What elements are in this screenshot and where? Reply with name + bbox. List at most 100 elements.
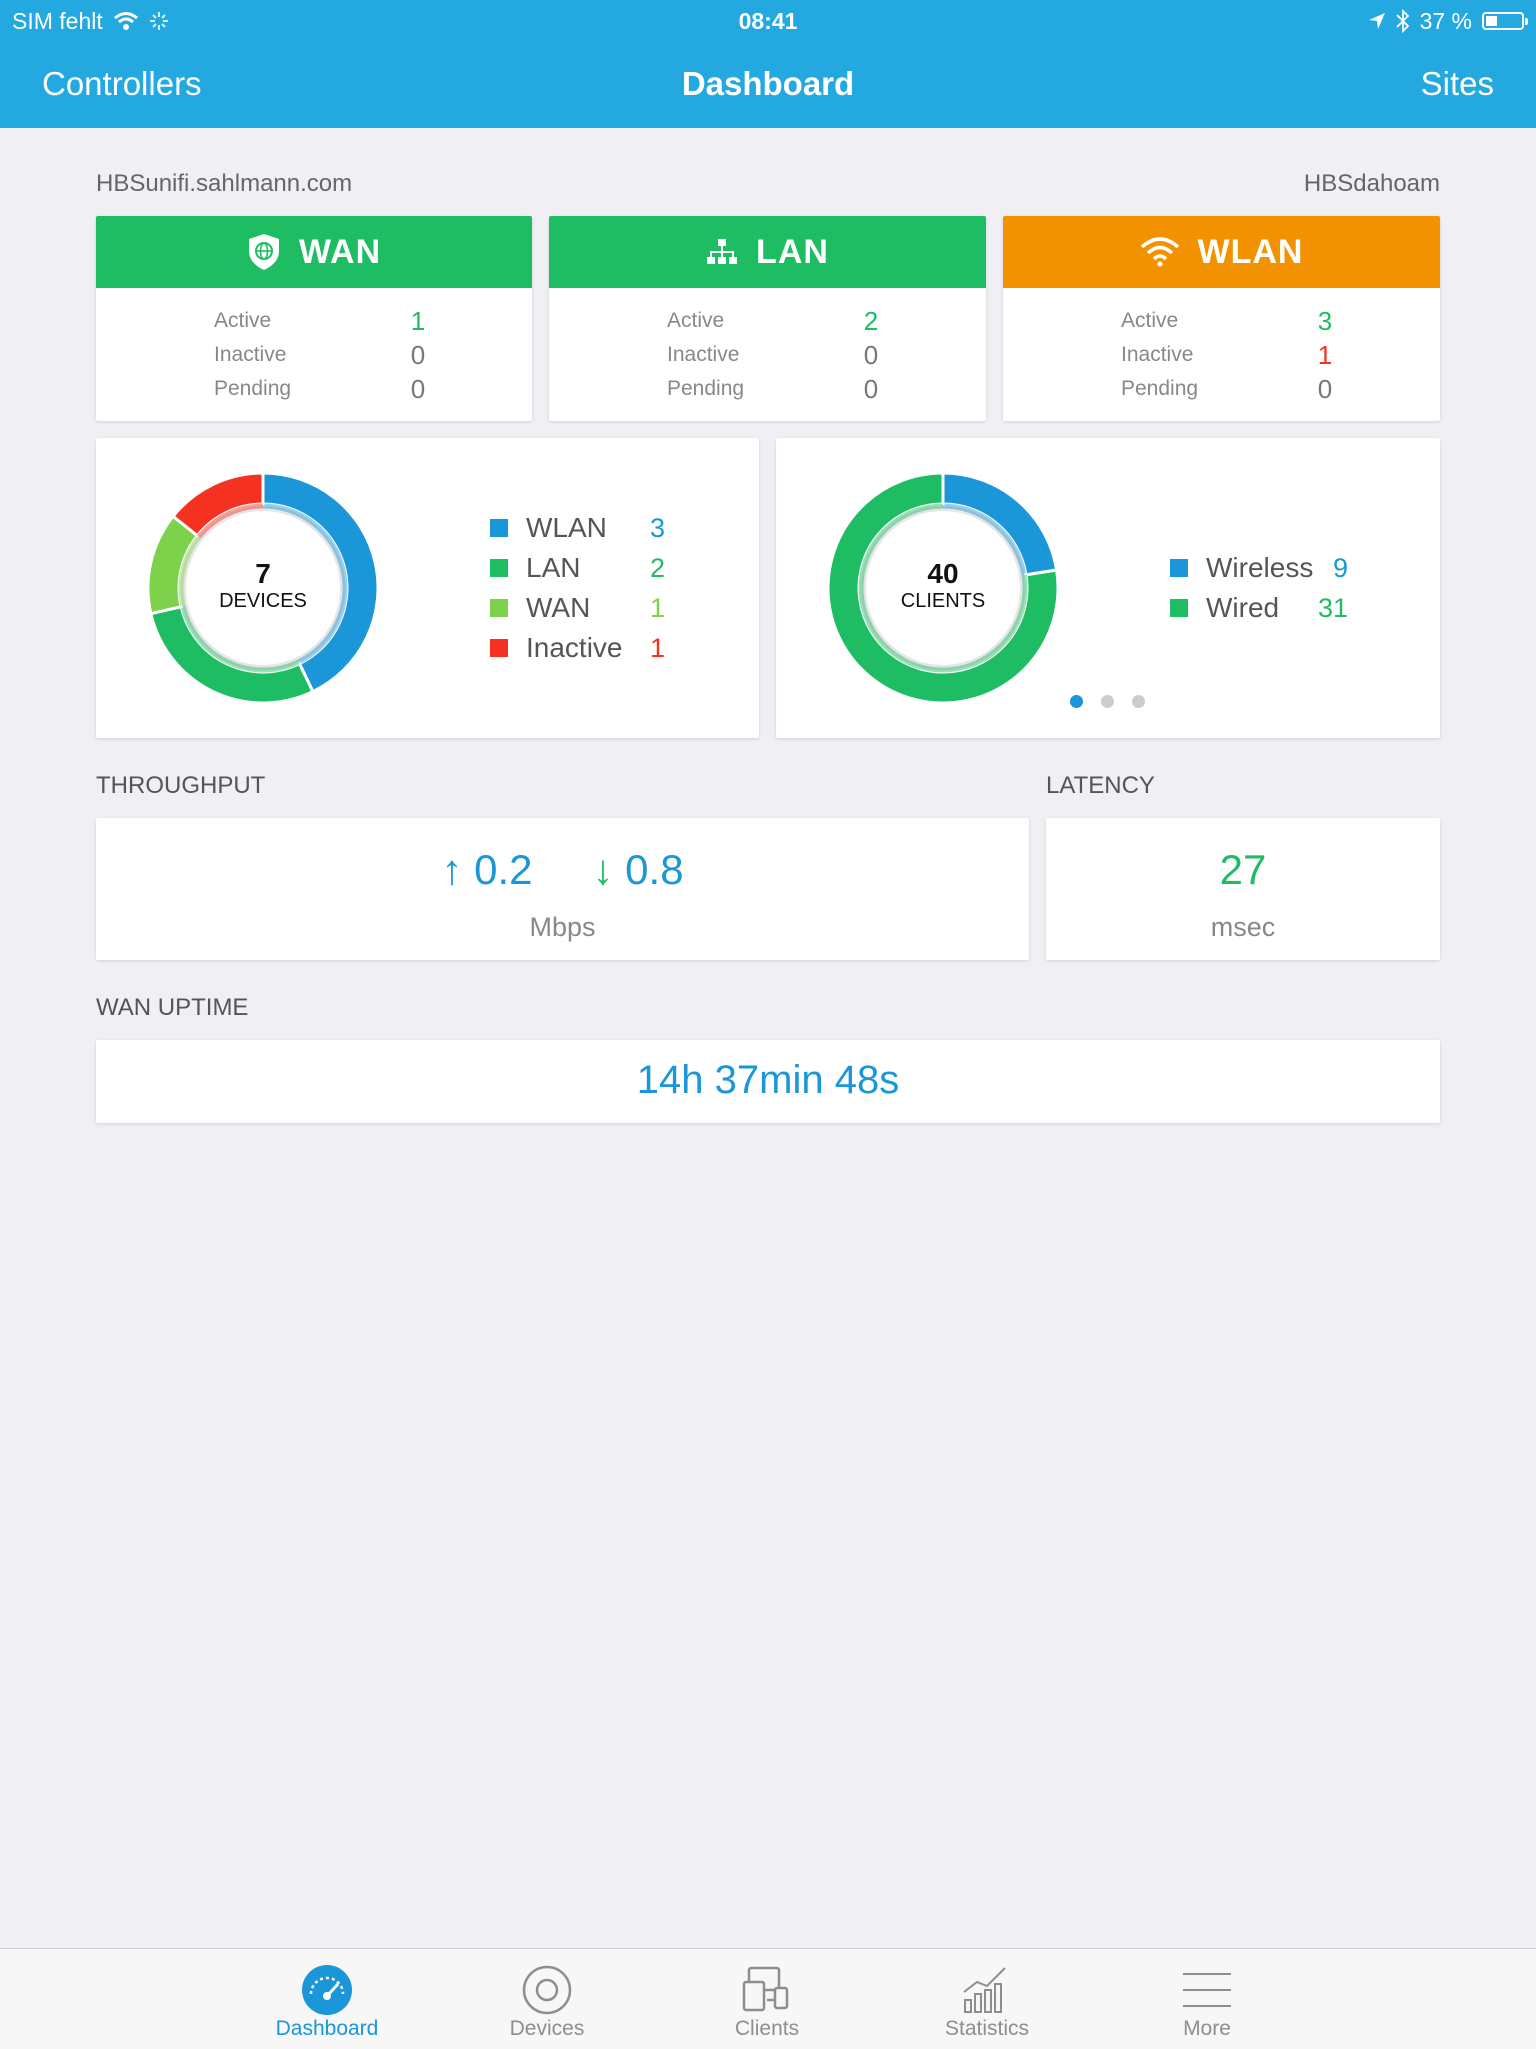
uptime-heading: WAN UPTIME xyxy=(96,994,249,1021)
legend-swatch xyxy=(490,559,508,577)
legend-item-wireless: Wireless 9 xyxy=(1170,548,1348,588)
device-circle-icon xyxy=(522,1965,572,2015)
devices-legend: WLAN 3 LAN 2 WAN 1 Inactive 1 xyxy=(490,508,665,668)
row-label: Active xyxy=(214,309,272,332)
legend-name: Wired xyxy=(1206,592,1280,623)
latency-unit: msec xyxy=(1210,912,1276,942)
location-arrow-icon xyxy=(1368,13,1385,29)
clients-card[interactable]: 40 CLIENTS Wireless 9 Wired 31 xyxy=(776,438,1440,738)
throughput-heading: THROUGHPUT xyxy=(96,772,266,799)
row-label: Active xyxy=(667,309,725,332)
down-arrow-icon: ↓ xyxy=(592,846,614,893)
uptime-card[interactable]: 14h 37min 48s xyxy=(96,1040,1440,1123)
tab-clients[interactable]: Clients xyxy=(692,1963,842,2041)
devices-slice-lan xyxy=(149,604,315,705)
lan-card-header: LAN xyxy=(549,216,986,288)
battery-icon xyxy=(1482,12,1528,30)
legend-value: 1 xyxy=(650,592,666,623)
tab-bar: Dashboard Devices Clients xyxy=(0,1948,1536,2049)
legend-item-inactive: Inactive 1 xyxy=(490,628,665,668)
legend-value: 3 xyxy=(650,512,666,543)
row-label: Inactive xyxy=(1121,343,1194,366)
statistics-chart-icon xyxy=(963,1967,1006,2013)
uptime-value: 14h 37min 48s xyxy=(636,1058,900,1102)
page-dot-2[interactable] xyxy=(1101,695,1114,708)
legend-value: 31 xyxy=(1317,592,1348,623)
row-value: 3 xyxy=(1317,305,1333,336)
latency-card[interactable]: 27 msec xyxy=(1046,818,1440,960)
bluetooth-icon xyxy=(1395,9,1409,33)
sites-button[interactable]: Sites xyxy=(1420,65,1494,102)
row-label: Inactive xyxy=(667,343,740,366)
tab-devices[interactable]: Devices xyxy=(472,1963,622,2041)
devices-band-wan xyxy=(178,535,201,607)
tab-statistics[interactable]: Statistics xyxy=(912,1963,1062,2041)
wifi-icon xyxy=(1140,237,1179,267)
row-value: 2 xyxy=(863,305,879,336)
legend-swatch xyxy=(1170,599,1188,617)
wifi-status-icon xyxy=(113,12,138,30)
clients-slice-wired xyxy=(826,471,1060,705)
devices-slice-wlan xyxy=(261,471,380,694)
lan-card-title: LAN xyxy=(756,232,829,271)
wlan-active-row: Active 3 xyxy=(1003,304,1440,338)
legend-item-wan: WAN 1 xyxy=(490,588,665,628)
controllers-button[interactable]: Controllers xyxy=(42,65,202,102)
clients-band-wired xyxy=(858,503,1028,673)
devices-band-inactive xyxy=(196,503,264,539)
tab-dashboard[interactable]: Dashboard xyxy=(252,1963,402,2041)
tab-statistics-label: Statistics xyxy=(944,2017,1030,2040)
wan-card-title: WAN xyxy=(298,232,382,271)
latency-heading: LATENCY xyxy=(1046,772,1155,799)
throughput-unit: Mbps xyxy=(529,912,596,942)
legend-name: WLAN xyxy=(526,512,607,543)
up-arrow-icon: ↑ xyxy=(441,846,463,893)
wan-card[interactable]: WAN Active 1 Inactive 0 Pending 0 xyxy=(96,216,532,421)
legend-swatch xyxy=(490,639,508,657)
row-label: Pending xyxy=(214,377,292,400)
page-title: Dashboard xyxy=(0,62,1536,106)
page-dot-1[interactable] xyxy=(1070,695,1083,708)
wan-card-header: WAN xyxy=(96,216,532,288)
latency-value: 27 xyxy=(1219,846,1267,893)
battery-percent: 37 % xyxy=(1419,8,1472,34)
wlan-card-header: WLAN xyxy=(1003,216,1440,288)
status-left: SIM fehlt xyxy=(12,6,169,36)
status-time: 08:41 xyxy=(738,8,798,34)
page-title-text: Dashboard xyxy=(681,65,855,102)
row-label: Pending xyxy=(667,377,745,400)
download-number: 0.8 xyxy=(625,846,684,893)
wlan-card[interactable]: WLAN Active 3 Inactive 1 Pending 0 xyxy=(1003,216,1440,421)
legend-swatch xyxy=(490,519,508,537)
row-value: 0 xyxy=(863,339,879,370)
devices-band-lan xyxy=(180,605,300,673)
speedometer-icon xyxy=(302,1965,352,2015)
controller-host: HBSunifi.sahlmann.com xyxy=(96,170,353,197)
page-dot-3[interactable] xyxy=(1132,695,1145,708)
devices-band-wlan xyxy=(262,503,348,665)
legend-swatch xyxy=(1170,559,1188,577)
legend-value: 9 xyxy=(1332,552,1348,583)
legend-name: LAN xyxy=(526,552,581,583)
row-label: Inactive xyxy=(214,343,287,366)
menu-lines-icon xyxy=(1183,1973,1231,2007)
wan-pending-row: Pending 0 xyxy=(96,372,532,406)
clients-devices-icon xyxy=(742,1966,789,2012)
wan-inactive-row: Inactive 0 xyxy=(96,338,532,372)
lan-pending-row: Pending 0 xyxy=(549,372,986,406)
clients-count: 40 xyxy=(927,558,959,589)
row-value: 0 xyxy=(1317,373,1333,404)
tab-dashboard-label: Dashboard xyxy=(275,2017,379,2040)
tab-more[interactable]: More xyxy=(1132,1963,1282,2041)
status-right: 37 % xyxy=(1368,6,1528,36)
lan-card[interactable]: LAN Active 2 Inactive 0 Pending 0 xyxy=(549,216,986,421)
throughput-values: ↑ 0.2 ↓ 0.8 xyxy=(96,846,1029,894)
row-label: Active xyxy=(1121,309,1179,332)
upload-number: 0.2 xyxy=(474,846,533,893)
wlan-inactive-row: Inactive 1 xyxy=(1003,338,1440,372)
page-indicator[interactable] xyxy=(1070,695,1145,708)
devices-card[interactable]: 7 DEVICES WLAN 3 LAN 2 WAN 1 Inactive 1 xyxy=(96,438,759,738)
throughput-card[interactable]: ↑ 0.2 ↓ 0.8 Mbps xyxy=(96,818,1029,960)
devices-count: 7 xyxy=(255,558,271,589)
legend-value: 2 xyxy=(650,552,666,583)
